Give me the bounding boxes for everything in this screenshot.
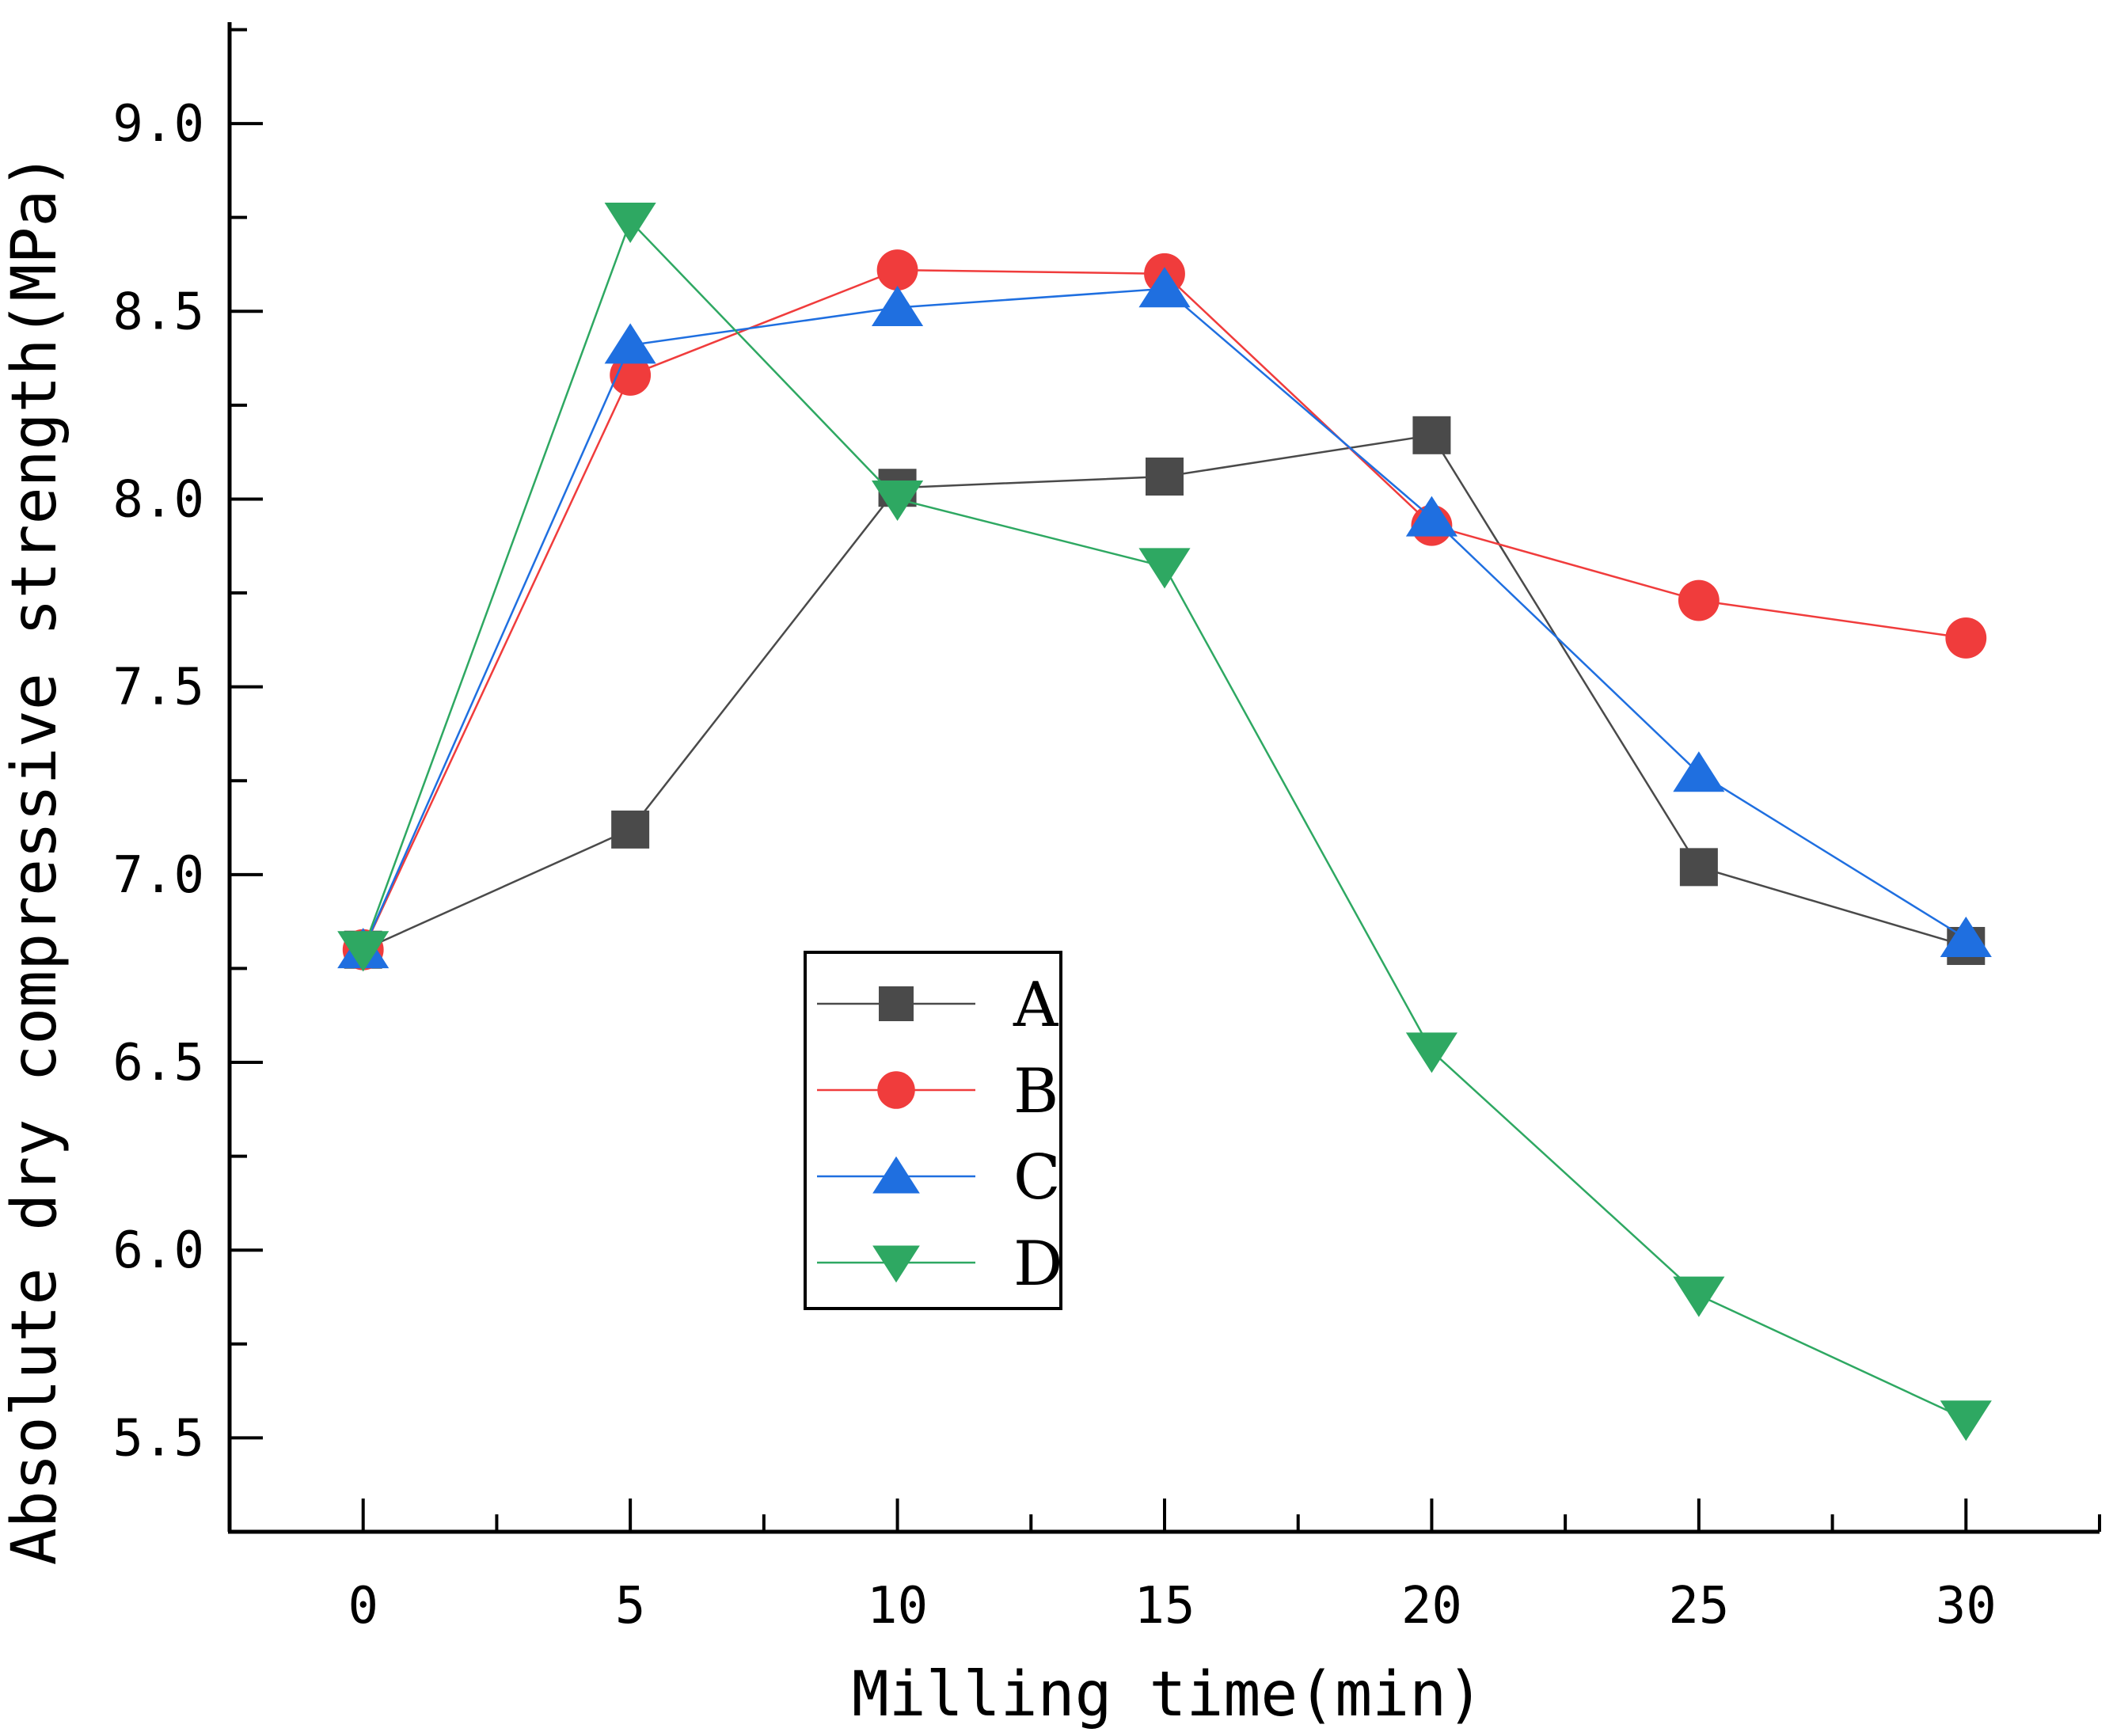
legend-label-d: D xyxy=(1013,1229,1063,1300)
series-b xyxy=(342,249,1987,971)
data-point-b xyxy=(876,249,918,291)
y-tick-label: 8.0 xyxy=(112,470,204,529)
legend-label-b: B xyxy=(1013,1056,1058,1127)
data-point-d xyxy=(337,931,390,972)
x-tick-label: 30 xyxy=(1936,1577,1997,1635)
data-point-d xyxy=(1405,1032,1457,1073)
axes: 0 5 10 15 20 25 30 5.5 6.0 6.5 7.0 7.5 8.0 8.5 9.0 xyxy=(112,22,2101,1635)
data-point-d xyxy=(1673,1276,1725,1317)
series-a xyxy=(344,416,1986,969)
series-line-d xyxy=(362,219,1967,1420)
legend-label-a: A xyxy=(1013,970,1059,1041)
y-tick-label: 8.5 xyxy=(112,283,204,341)
x-axis-title: Milling time(min) xyxy=(852,1659,1484,1730)
legend-box xyxy=(804,951,1062,1310)
data-point-a xyxy=(1679,848,1718,887)
data-point-c xyxy=(1405,496,1457,537)
series-line-b xyxy=(362,268,1967,951)
x-tick-label: 10 xyxy=(867,1577,928,1635)
data-point-d xyxy=(1138,548,1191,589)
data-point-a xyxy=(1146,457,1184,496)
data-point-a xyxy=(611,810,650,849)
series-c xyxy=(337,267,1992,969)
data-point-d xyxy=(604,202,656,244)
data-point-b xyxy=(610,354,652,396)
data-point-c xyxy=(604,323,656,364)
x-tick-label: 15 xyxy=(1134,1577,1195,1635)
y-tick-label: 7.5 xyxy=(112,659,204,717)
legend-marker-b xyxy=(877,1071,915,1109)
x-tick-label: 5 xyxy=(615,1577,646,1635)
data-point-b xyxy=(1945,617,1987,659)
y-tick-label: 6.5 xyxy=(112,1034,204,1092)
data-point-d xyxy=(1940,1400,1992,1442)
series-layer xyxy=(337,202,1992,1442)
data-point-a xyxy=(1412,416,1451,454)
legend-marker-c xyxy=(872,1156,920,1194)
series-d xyxy=(337,202,1992,1442)
y-tick-label: 9.0 xyxy=(112,95,204,154)
data-point-d xyxy=(872,481,924,522)
series-line-a xyxy=(363,434,1967,951)
x-tick-label: 0 xyxy=(348,1577,378,1635)
x-tick-label: 25 xyxy=(1668,1577,1729,1635)
legend-marker-a xyxy=(879,986,914,1021)
legend-marker-d xyxy=(872,1245,920,1283)
data-point-c xyxy=(1673,751,1725,792)
y-axis-title: Absolute dry compressive strength(MPa) xyxy=(0,153,70,1565)
y-tick-label: 6.0 xyxy=(112,1221,204,1280)
y-tick-label: 5.5 xyxy=(112,1409,204,1468)
series-line-c xyxy=(362,287,1967,951)
legend-label-c: C xyxy=(1013,1142,1061,1214)
y-tick-label: 7.0 xyxy=(112,846,204,905)
data-point-b xyxy=(1678,579,1720,621)
data-point-c xyxy=(1138,267,1191,308)
data-point-c xyxy=(872,285,924,326)
x-tick-label: 20 xyxy=(1401,1577,1462,1635)
data-point-c xyxy=(1940,916,1992,957)
